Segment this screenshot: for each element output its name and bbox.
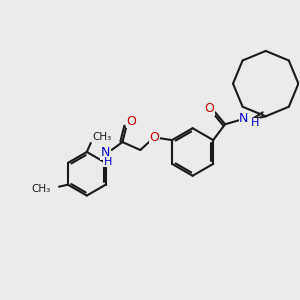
Text: CH₃: CH₃ [93,132,112,142]
Text: H: H [103,157,112,167]
Text: O: O [149,130,159,144]
Text: N: N [239,112,249,125]
Text: O: O [204,102,214,115]
Text: CH₃: CH₃ [32,184,51,194]
Text: O: O [127,115,136,128]
Text: H: H [251,118,259,128]
Text: N: N [101,146,110,160]
